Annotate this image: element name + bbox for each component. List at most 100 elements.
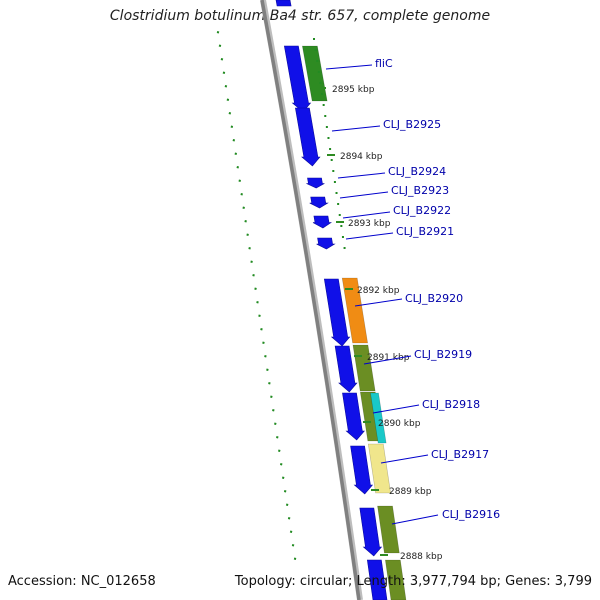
gc-tick: [224, 85, 228, 88]
gene-label-clj-b2924[interactable]: CLJ_B2924: [337, 165, 446, 179]
kbp-label: 2893 kbp: [348, 219, 391, 229]
kbp-label: 2894 kbp: [340, 152, 383, 162]
track-dot: [321, 93, 324, 95]
kbp-label: 2890 kbp: [378, 419, 421, 429]
gc-tick: [264, 355, 267, 358]
kbp-tick-2891: 2891 kbp: [354, 353, 410, 363]
gc-tick: [266, 368, 269, 371]
gene-label-clj-b2922[interactable]: CLJ_B2922: [342, 204, 451, 219]
gc-tick: [250, 260, 253, 263]
cds-arrow: [334, 345, 358, 393]
gc-tick: [279, 463, 283, 466]
gc-tick: [252, 274, 255, 277]
cds-arrow: [295, 107, 321, 167]
gc-tick: [242, 206, 245, 209]
kbp-tick-2890: 2890 kbp: [363, 419, 421, 429]
gc-tick: [248, 247, 251, 250]
gene-label-clj-b2916[interactable]: CLJ_B2916: [391, 508, 500, 525]
kbp-tick-2888: 2888 kbp: [380, 552, 443, 562]
gc-tick: [289, 530, 293, 533]
gene-name[interactable]: CLJ_B2923: [391, 184, 449, 197]
cds-arrow: [306, 177, 325, 189]
track-dot: [314, 49, 317, 51]
cog-bar: [370, 392, 387, 444]
gene-name[interactable]: CLJ_B2922: [393, 204, 451, 217]
track-dot: [325, 126, 328, 128]
gene-label-clj-b2921[interactable]: CLJ_B2921: [345, 225, 454, 240]
gene-label-clj-b2920[interactable]: CLJ_B2920: [354, 292, 463, 307]
gene-name[interactable]: CLJ_B2919: [414, 348, 472, 361]
kbp-label: 2888 kbp: [400, 552, 443, 562]
kbp-label: 2892 kbp: [357, 286, 400, 296]
track-dot: [317, 71, 320, 73]
gc-tick: [258, 314, 261, 317]
kbp-ticks: 2895 kbp 2894 kbp 2893 kbp 2892 kbp 2891…: [318, 85, 443, 562]
gc-tick: [285, 503, 289, 506]
gc-tick: [232, 139, 236, 142]
cds-arrow: [323, 278, 351, 347]
gc-tick: [274, 422, 277, 425]
gc-tick: [254, 287, 257, 290]
gc-tick: [276, 436, 279, 439]
gc-tick: [287, 517, 291, 520]
kbp-label: 2891 kbp: [367, 353, 410, 363]
gc-tick: [238, 179, 241, 182]
cog-bar: [341, 277, 368, 344]
kbp-tick-2893: 2893 kbp: [336, 219, 391, 229]
track-dot: [316, 60, 319, 62]
gene-label-clj-b2923[interactable]: CLJ_B2923: [339, 184, 449, 199]
gene-name[interactable]: CLJ_B2921: [396, 225, 454, 238]
gc-tick: [272, 409, 275, 412]
accession-text: Accession: NC_012658: [8, 574, 156, 589]
gc-tick: [228, 112, 232, 115]
gene-name[interactable]: CLJ_B2925: [383, 118, 441, 131]
gc-tick: [244, 220, 247, 223]
gc-tick: [222, 71, 226, 74]
gc-tick: [278, 449, 281, 452]
gene-name[interactable]: fliC: [375, 57, 393, 70]
gc-tick: [246, 233, 249, 236]
kbp-tick-2895: 2895 kbp: [318, 85, 375, 95]
genome-backbone: [260, 0, 361, 600]
track-dot: [319, 82, 322, 84]
gc-content-ticks: [216, 31, 297, 560]
gene-label-clj-b2925[interactable]: CLJ_B2925: [331, 118, 441, 132]
cds-arrow: [275, 0, 292, 7]
dotted-track: [313, 38, 346, 249]
track-dot: [338, 214, 341, 216]
gc-tick: [218, 44, 222, 47]
gc-tick: [220, 58, 224, 61]
cog-bar: [384, 559, 407, 600]
gene-label-clj-b2919[interactable]: CLJ_B2919: [363, 348, 472, 365]
cds-arrow: [342, 392, 365, 441]
kbp-tick-2889: 2889 kbp: [371, 487, 432, 497]
gc-tick: [281, 476, 285, 479]
track-dot: [324, 115, 327, 117]
track-dot: [340, 225, 343, 227]
gene-label-clj-b2918[interactable]: CLJ_B2918: [372, 398, 480, 414]
cds-features: [275, 0, 388, 600]
kbp-label: 2889 kbp: [389, 487, 432, 497]
gene-name[interactable]: CLJ_B2918: [422, 398, 480, 411]
cds-arrow: [366, 559, 388, 600]
gc-tick: [291, 544, 295, 547]
gene-name[interactable]: CLJ_B2924: [388, 165, 446, 178]
track-dot: [335, 192, 338, 194]
cog-bar: [367, 443, 391, 494]
kbp-label: 2895 kbp: [332, 85, 375, 95]
track-dot: [337, 203, 340, 205]
gene-name[interactable]: CLJ_B2920: [405, 292, 463, 305]
gene-name[interactable]: CLJ_B2916: [442, 508, 500, 521]
gc-tick: [230, 125, 234, 128]
track-dot: [322, 104, 325, 106]
gene-name[interactable]: CLJ_B2917: [431, 448, 489, 461]
cds-arrow: [350, 445, 374, 495]
kbp-tick-2894: 2894 kbp: [327, 152, 383, 162]
track-dot: [343, 247, 346, 249]
gene-label-flic[interactable]: fliC: [325, 57, 393, 70]
track-dot: [329, 148, 332, 150]
gc-tick: [256, 301, 259, 304]
genome-summary: Topology: circular; Length: 3,977,794 bp…: [234, 574, 592, 589]
gene-label-clj-b2917[interactable]: CLJ_B2917: [380, 448, 489, 464]
